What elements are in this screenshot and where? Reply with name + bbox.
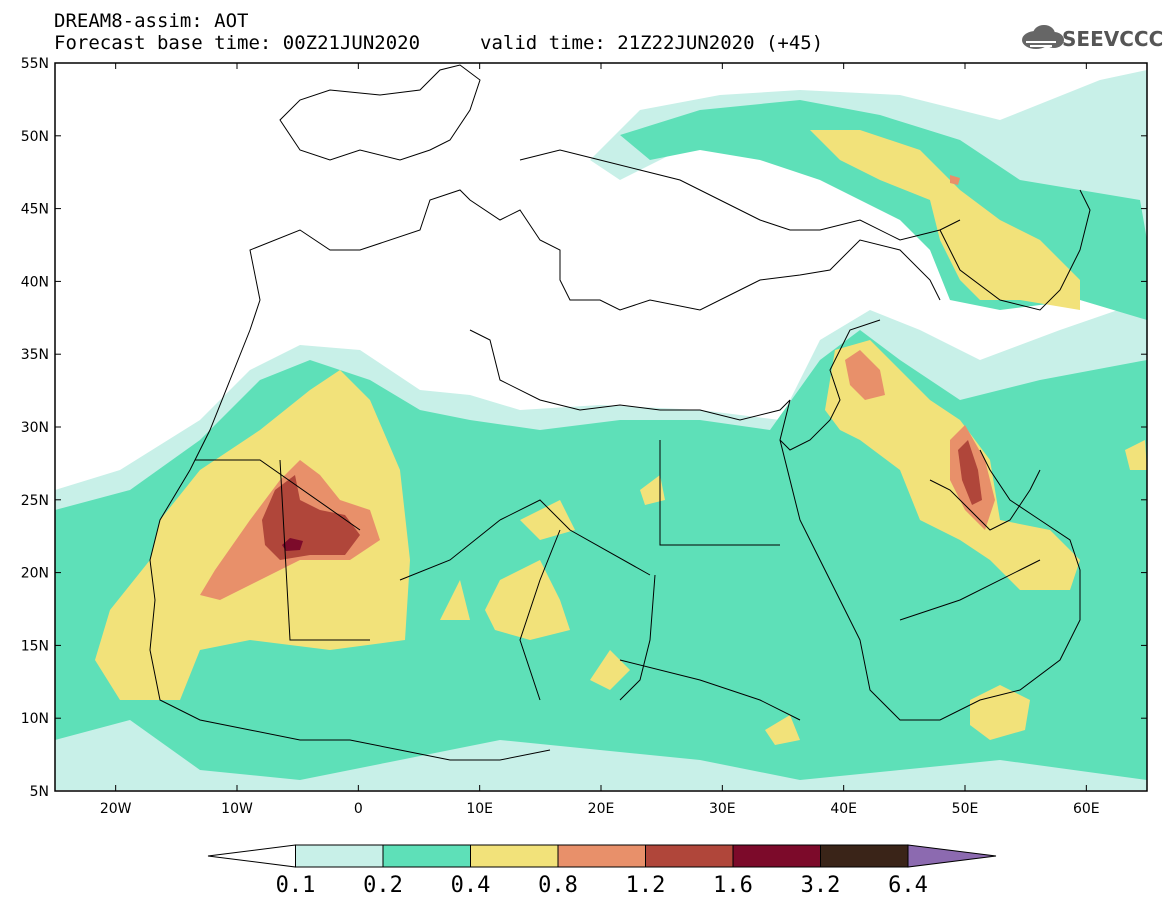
- colorbar: 0.1 0.2 0.4 0.8 1.2 1.6 3.2 6.4: [207, 844, 997, 898]
- x-tick-label: 40E: [830, 801, 857, 817]
- x-tick-label: 50E: [952, 801, 979, 817]
- x-tick-label: 60E: [1073, 801, 1100, 817]
- colorbar-high-extend: [907, 844, 997, 868]
- y-axis: 55N 50N 45N 40N 35N 30N 25N 20N 15N 10N 5N: [21, 56, 1147, 800]
- colorbar-label: 3.2: [801, 873, 841, 898]
- logo-text: SEEVCCC: [1062, 27, 1164, 51]
- y-tick-label: 10N: [21, 711, 49, 727]
- y-tick-label: 40N: [21, 274, 49, 290]
- y-tick-label: 15N: [21, 638, 49, 654]
- colorbar-label: 1.6: [713, 873, 753, 898]
- colorbar-segment: [295, 844, 384, 868]
- colorbar-label: 0.1: [276, 873, 316, 898]
- colorbar-segment: [557, 844, 646, 868]
- valid-time: valid time: 21Z22JUN2020 (+45): [480, 32, 824, 54]
- y-tick-label: 30N: [21, 420, 49, 436]
- x-tick-label: 20W: [100, 801, 132, 817]
- x-tick-label: 10W: [221, 801, 253, 817]
- colorbar-segment: [645, 844, 734, 868]
- aot-field: [55, 70, 1147, 790]
- chart-title: DREAM8-assim: AOT: [54, 10, 249, 32]
- cloud-logo-icon: [1022, 25, 1064, 49]
- colorbar-segment: [382, 844, 471, 868]
- y-tick-label: 20N: [21, 566, 49, 582]
- forecast-base-time: Forecast base time: 00Z21JUN2020: [54, 32, 421, 54]
- colorbar-label: 1.2: [626, 873, 666, 898]
- y-tick-label: 55N: [21, 56, 49, 72]
- colorbar-label: 0.8: [538, 873, 578, 898]
- colorbar-segment: [820, 844, 909, 868]
- x-tick-label: 10E: [466, 801, 493, 817]
- colorbar-low-extend: [207, 844, 296, 868]
- colorbar-segment: [732, 844, 821, 868]
- y-tick-label: 45N: [21, 202, 49, 218]
- colorbar-label: 0.2: [363, 873, 403, 898]
- colorbar-segment: [470, 844, 559, 868]
- x-axis: 20W 10W 0 10E 20E 30E 40E 50E 60E: [100, 63, 1100, 817]
- colorbar-label: 0.4: [451, 873, 491, 898]
- y-tick-label: 50N: [21, 129, 49, 145]
- x-tick-label: 0: [354, 801, 363, 817]
- x-tick-label: 30E: [709, 801, 736, 817]
- colorbar-label: 6.4: [888, 873, 928, 898]
- y-tick-label: 25N: [21, 493, 49, 509]
- coastlines: [149, 64, 1091, 761]
- y-tick-label: 35N: [21, 347, 49, 363]
- y-tick-label: 5N: [30, 784, 49, 800]
- x-tick-label: 20E: [588, 801, 615, 817]
